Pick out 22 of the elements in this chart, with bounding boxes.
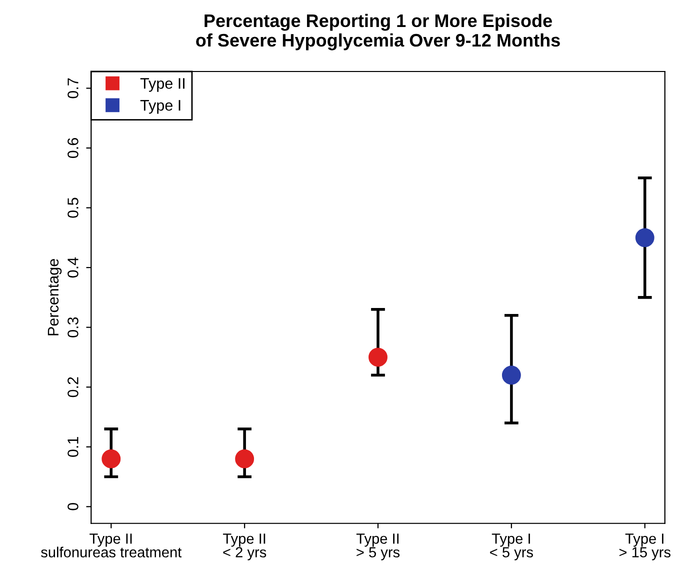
x-tick-label: Type I < 5 yrs — [490, 534, 533, 560]
y-tick-label: 0 — [68, 502, 78, 510]
x-tick-label: Type I > 15 yrs — [619, 534, 670, 560]
point — [368, 348, 388, 367]
point — [502, 366, 521, 385]
y-tick-label: 0.4 — [68, 257, 78, 278]
legend-label: Type II — [140, 78, 184, 92]
y-tick-label: 0.5 — [68, 198, 78, 218]
point — [102, 449, 121, 468]
point — [635, 228, 654, 248]
y-tick-label: 0.7 — [68, 78, 78, 98]
x-tick-label: Type II < 2 yrs — [223, 534, 266, 560]
y-tick-label: 0.2 — [68, 377, 78, 398]
legend-label: Type I — [140, 100, 180, 114]
point — [235, 449, 254, 468]
chart-title: Percentage Reporting 1 or More Episode of Severe Hypoglycemia Over 9-12 Months — [196, 14, 560, 50]
y-tick-label: 0.1 — [68, 436, 78, 457]
y-tick-label: 0.3 — [68, 317, 78, 338]
x-tick-label: Type II > 5 yrs — [356, 534, 400, 560]
y-axis-title: Percentage — [48, 259, 62, 336]
x-tick-label: Type II sulfonureas treatment — [41, 534, 182, 558]
y-tick-label: 0.6 — [68, 138, 78, 158]
